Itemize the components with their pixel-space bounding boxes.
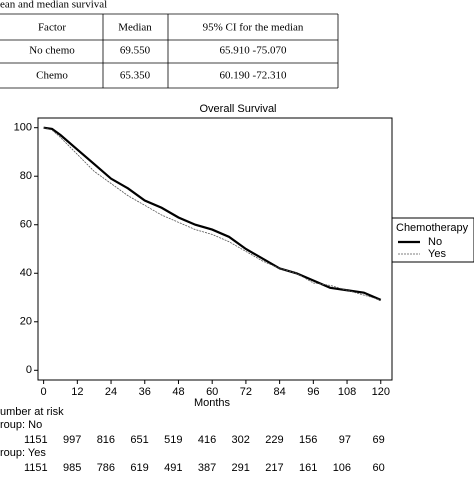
legend-box xyxy=(391,217,474,263)
x-tick-label: 60 xyxy=(206,386,218,398)
table-cell: 60.190 -72.310 xyxy=(220,70,287,82)
risk-count: 229 xyxy=(265,434,283,446)
legend-title: Chemotherapy xyxy=(396,222,469,234)
x-tick-label: 108 xyxy=(338,386,356,398)
risk-count: 519 xyxy=(164,434,182,446)
risk-title: umber at risk xyxy=(0,406,64,418)
risk-count: 156 xyxy=(299,434,317,446)
table-cell: 65.350 xyxy=(120,70,151,82)
risk-count: 69 xyxy=(373,434,385,446)
risk-group-label: roup: Yes xyxy=(0,447,46,459)
x-tick-label: 12 xyxy=(71,386,83,398)
risk-count: 387 xyxy=(198,462,216,474)
x-tick-label: 48 xyxy=(172,386,184,398)
table-cell: 65.910 -75.070 xyxy=(220,45,287,57)
table-header: Median xyxy=(118,22,152,34)
x-tick-label: 72 xyxy=(240,386,252,398)
median-table xyxy=(0,13,339,89)
x-tick-label: 24 xyxy=(105,386,117,398)
table-cell: 69.550 xyxy=(120,45,151,57)
y-tick-label: 20 xyxy=(20,316,32,328)
table-cell: No chemo xyxy=(29,45,75,57)
x-tick-label: 36 xyxy=(139,386,151,398)
table-header: 95% CI for the median xyxy=(203,22,304,34)
risk-count: 816 xyxy=(97,434,115,446)
risk-count: 1151 xyxy=(24,434,48,446)
x-axis-label: Months xyxy=(194,397,231,409)
y-tick-label: 0 xyxy=(26,364,32,376)
risk-count: 60 xyxy=(373,462,385,474)
y-tick-label: 80 xyxy=(20,170,32,182)
survival-line xyxy=(43,127,381,301)
risk-count: 161 xyxy=(299,462,317,474)
risk-count: 491 xyxy=(164,462,182,474)
caption: ean and median survival xyxy=(0,0,107,11)
x-tick-label: 84 xyxy=(273,386,285,398)
x-tick-label: 0 xyxy=(41,386,47,398)
risk-count: 291 xyxy=(232,462,250,474)
risk-count: 97 xyxy=(339,434,351,446)
risk-count: 985 xyxy=(63,462,81,474)
risk-count: 302 xyxy=(232,434,250,446)
x-tick-label: 120 xyxy=(372,386,390,398)
risk-group-label: roup: No xyxy=(0,419,42,431)
y-tick-label: 100 xyxy=(14,122,32,134)
risk-count: 786 xyxy=(97,462,115,474)
survival-line xyxy=(43,126,382,301)
table-header: Factor xyxy=(38,22,66,34)
table-cell: Chemo xyxy=(36,70,68,82)
y-tick-label: 60 xyxy=(20,219,32,231)
legend-label: No xyxy=(428,236,442,248)
risk-count: 106 xyxy=(333,462,351,474)
chart-title: Overall Survival xyxy=(199,103,276,115)
plot-frame xyxy=(37,117,393,381)
risk-count: 997 xyxy=(63,434,81,446)
risk-count: 619 xyxy=(130,462,148,474)
risk-count: 1151 xyxy=(24,462,48,474)
legend-label: Yes xyxy=(428,248,446,260)
risk-count: 217 xyxy=(265,462,283,474)
x-tick-label: 96 xyxy=(307,386,319,398)
y-tick-label: 40 xyxy=(20,267,32,279)
risk-count: 416 xyxy=(198,434,216,446)
risk-count: 651 xyxy=(130,434,148,446)
